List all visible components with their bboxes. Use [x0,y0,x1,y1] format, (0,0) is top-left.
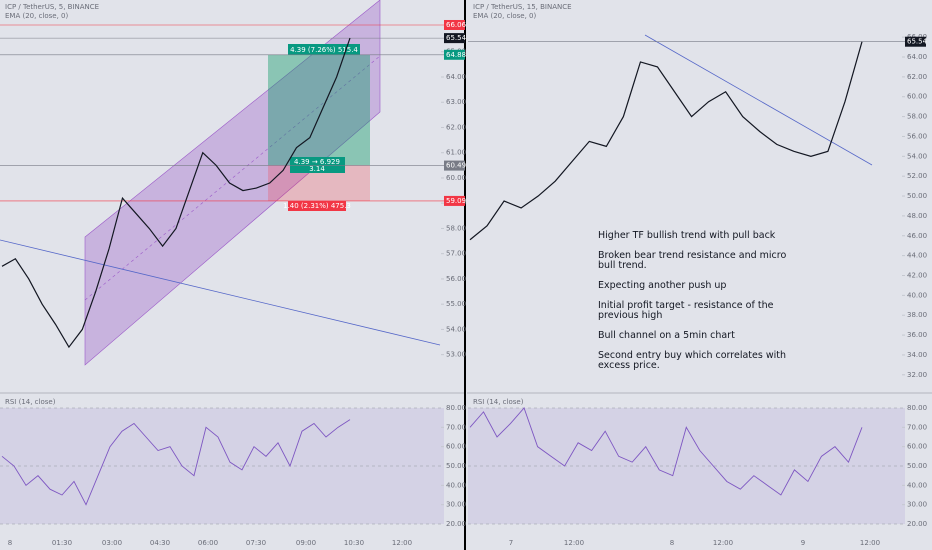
ratio-label: 3.14 [309,165,325,173]
price-label: 59.09 [446,197,466,205]
y-tick-label: 55.00 [446,300,466,308]
stop-label: 1.40 (2.31%) 475.3 [283,202,351,210]
ratio-label: 4.39 → 6.929 [294,158,340,166]
y-tick-label: 63.00 [446,98,466,106]
chart-header: ICP / TetherUS, 15, BINANCE [473,3,572,11]
time-label: 12:00 [713,539,733,547]
note: Second entry buy which correlates with e… [598,350,786,371]
y-tick-label: 60.00 [446,174,466,182]
ratio-label-bg [290,157,345,173]
time-label: 07:30 [246,539,266,547]
y-tick-label: 50.00 [907,192,927,200]
note: Bull channel on a 5min chart [598,330,735,341]
rsi-tick-label: 70.00 [446,423,466,431]
rsi-tick-label: 80.00 [907,404,927,412]
y-tick-label: 62.00 [907,73,927,81]
rsi-tick-label: 20.00 [907,520,927,528]
channel-mid [84,55,381,301]
time-label: 01:30 [52,539,72,547]
rsi-tick-label: 50.00 [907,462,927,470]
rsi-tick-label: 30.00 [446,501,466,509]
y-tick-label: 62.00 [446,123,466,131]
note: Broken bear trend resistance and micro b… [598,250,787,271]
time-label: 12:00 [860,539,880,547]
y-tick-label: 46.00 [907,232,927,240]
y-tick-label: 53.00 [446,351,466,359]
y-tick-label: 52.00 [907,172,927,180]
time-label: 9 [801,539,805,547]
y-tick-label: 44.00 [907,252,927,260]
stop-label-bg [288,201,346,211]
y-tick-label: 54.00 [907,152,927,160]
time-label: 03:00 [102,539,122,547]
chart-header: ICP / TetherUS, 5, BINANCE [5,3,99,11]
rsi-tick-label: 60.00 [907,443,927,451]
time-label: 12:00 [392,539,412,547]
target-label: 4.39 (7.26%) 515.4 [290,46,358,54]
rsi-tick-label: 30.00 [907,501,927,509]
y-tick-label: 64.00 [907,53,927,61]
y-tick-label: 61.00 [446,149,466,157]
notes: Higher TF bullish trend with pull back Br… [598,231,793,381]
y-tick-label: 54.00 [446,325,466,333]
indicator-label: EMA (20, close, 0) [473,12,536,20]
bear-trendline [644,34,873,166]
y-tick-label: 34.00 [907,351,927,359]
indicator-label: EMA (20, close, 0) [5,12,68,20]
price-label: 66.06 [446,21,467,29]
price-label-bg [905,36,926,47]
y-tick-label: 40.00 [907,291,927,299]
price-line-series [469,41,863,241]
price-label: 60.49 [446,162,466,170]
note: Higher TF bullish trend with pull back [598,230,776,241]
time-label: 10:30 [344,539,364,547]
target-label-bg [288,44,360,55]
price-label-bg [444,19,465,30]
rsi-label: RSI (14, close) [5,398,56,406]
time-label: 8 [8,539,12,547]
y-tick-label: 64.00 [446,73,466,81]
rsi-tick-label: 70.00 [907,423,927,431]
y-tick-label: 42.00 [907,271,927,279]
rsi-tick-label: 80.00 [446,404,466,412]
price-line-series [1,37,351,349]
rsi-series [1,419,351,506]
time-label: 7 [509,539,513,547]
price-label-bg [444,160,465,171]
rsi-tick-label: 50.00 [446,462,466,470]
note: Expecting another push up [598,280,727,291]
price-label: 65.54 [446,34,467,42]
rsi-tick-label: 20.00 [446,520,466,528]
y-tick-label: 36.00 [907,331,927,339]
time-label: 12:00 [564,539,584,547]
y-tick-label: 56.00 [907,132,927,140]
rsi-tick-label: 40.00 [446,481,466,489]
price-label-bg [444,33,465,44]
y-tick-label: 57.00 [446,250,466,258]
rsi-series [469,407,863,496]
time-label: 09:00 [296,539,316,547]
time-label: 8 [670,539,674,547]
time-label: 06:00 [198,539,218,547]
y-tick-label: 58.00 [446,224,466,232]
time-label: 04:30 [150,539,170,547]
rsi-label: RSI (14, close) [473,398,524,406]
price-label: 64.88 [446,51,466,59]
y-tick-label: 58.00 [907,113,927,121]
price-label-bg [444,195,465,206]
note: Initial profit target - resistance of th… [598,300,774,321]
bear-trendline [0,239,441,346]
y-tick-label: 48.00 [907,212,927,220]
price-label: 65.54 [907,38,928,46]
y-tick-label: 32.00 [907,371,927,379]
y-tick-label: 38.00 [907,311,927,319]
price-label-bg [444,49,465,60]
profit-zone [268,55,370,165]
y-tick-label: 60.00 [907,93,927,101]
rsi-tick-label: 60.00 [446,443,466,451]
rsi-tick-label: 40.00 [907,481,927,489]
y-tick-label: 56.00 [446,275,466,283]
